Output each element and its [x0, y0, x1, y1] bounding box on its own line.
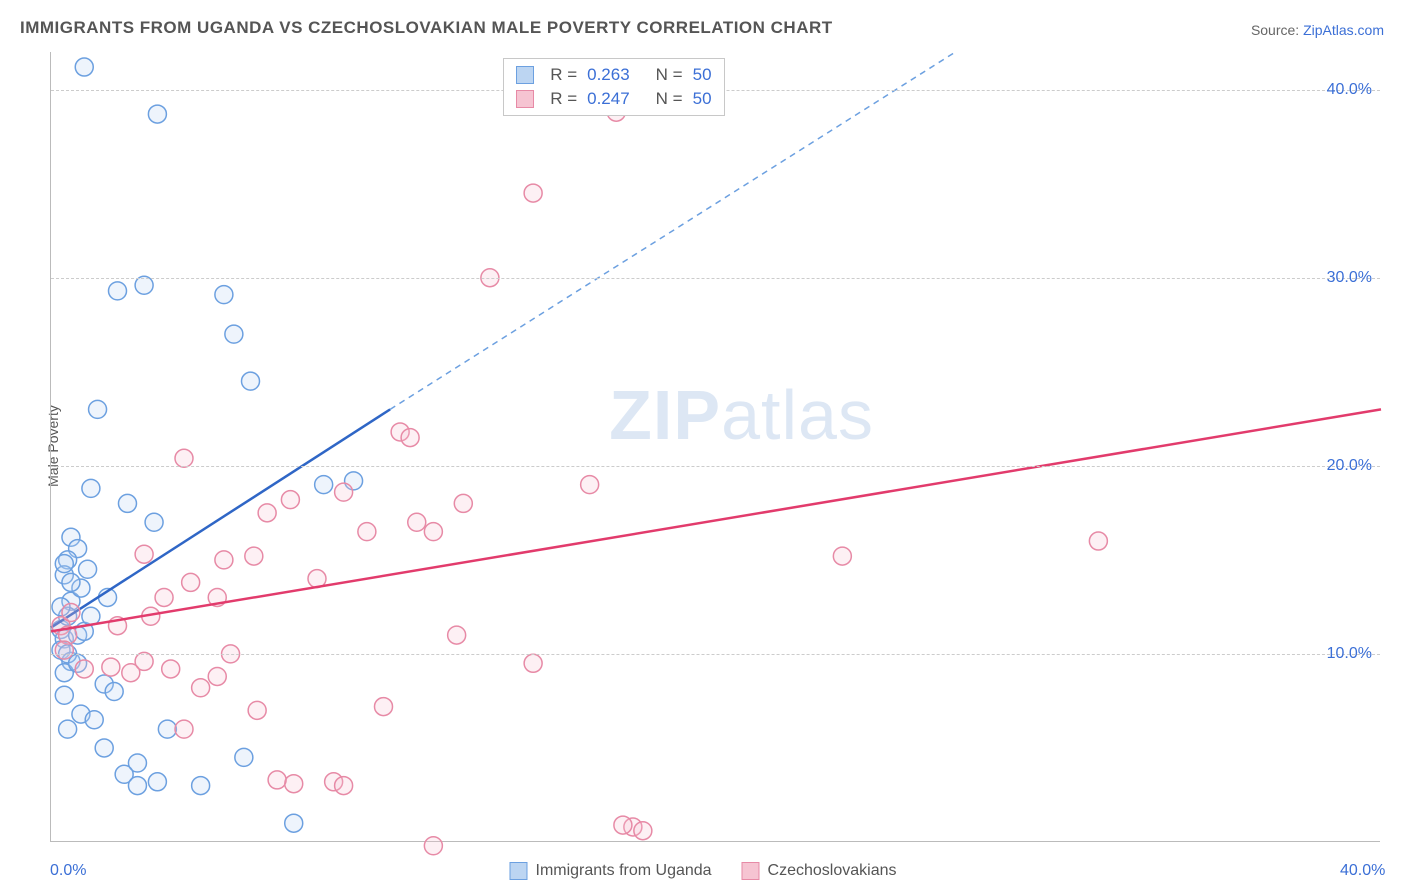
scatter-point — [315, 476, 333, 494]
r-label: R = — [550, 89, 577, 109]
scatter-point — [79, 560, 97, 578]
legend-row: R = 0.263 N = 50 — [516, 63, 711, 87]
scatter-point — [55, 641, 73, 659]
legend-row: R = 0.247 N = 50 — [516, 87, 711, 111]
scatter-point — [408, 513, 426, 531]
scatter-point — [285, 814, 303, 832]
scatter-point — [135, 276, 153, 294]
r-value: 0.263 — [587, 65, 630, 85]
scatter-point — [89, 400, 107, 418]
n-value: 50 — [693, 89, 712, 109]
swatch-icon — [516, 90, 534, 108]
scatter-point — [85, 711, 103, 729]
scatter-point — [581, 476, 599, 494]
scatter-point — [145, 513, 163, 531]
chart-title: IMMIGRANTS FROM UGANDA VS CZECHOSLOVAKIA… — [20, 18, 833, 38]
scatter-point — [62, 573, 80, 591]
chart-plot-area: ZIPatlas R =0.263N =50R =0.247N =50 10.0… — [50, 52, 1380, 842]
source-link[interactable]: ZipAtlas.com — [1303, 22, 1384, 38]
scatter-point — [128, 777, 146, 795]
scatter-point — [162, 660, 180, 678]
scatter-point — [225, 325, 243, 343]
scatter-point — [358, 523, 376, 541]
scatter-point — [245, 547, 263, 565]
scatter-point — [59, 720, 77, 738]
scatter-point — [75, 58, 93, 76]
legend-item: Immigrants from Uganda — [509, 862, 711, 880]
scatter-point — [192, 777, 210, 795]
scatter-point — [242, 372, 260, 390]
x-tick-label: 40.0% — [1340, 862, 1385, 880]
r-label: R = — [550, 65, 577, 85]
scatter-point — [524, 184, 542, 202]
scatter-point — [215, 286, 233, 304]
scatter-point — [375, 698, 393, 716]
r-value: 0.247 — [587, 89, 630, 109]
scatter-point — [55, 686, 73, 704]
gridline — [51, 278, 1380, 279]
scatter-point — [192, 679, 210, 697]
scatter-point — [401, 429, 419, 447]
scatter-point — [248, 701, 266, 719]
x-tick-label: 0.0% — [50, 862, 86, 880]
scatter-point — [95, 739, 113, 757]
scatter-point — [208, 667, 226, 685]
scatter-point — [148, 773, 166, 791]
scatter-point — [155, 588, 173, 606]
legend-item: Czechoslovakians — [742, 862, 897, 880]
scatter-point — [75, 660, 93, 678]
scatter-point — [524, 654, 542, 672]
y-tick-label: 30.0% — [1327, 269, 1372, 287]
source-attribution: Source: ZipAtlas.com — [1251, 22, 1384, 38]
scatter-point — [135, 652, 153, 670]
gridline — [51, 654, 1380, 655]
scatter-point — [82, 479, 100, 497]
scatter-point — [62, 604, 80, 622]
scatter-point — [158, 720, 176, 738]
scatter-point — [634, 822, 652, 840]
series-legend: Immigrants from Uganda Czechoslovakians — [509, 862, 896, 880]
chart-svg — [51, 52, 1380, 841]
scatter-point — [182, 573, 200, 591]
n-label: N = — [656, 65, 683, 85]
legend-label: Czechoslovakians — [768, 862, 897, 880]
swatch-icon — [516, 66, 534, 84]
swatch-icon — [742, 862, 760, 880]
scatter-point — [135, 545, 153, 563]
scatter-point — [285, 775, 303, 793]
scatter-point — [335, 483, 353, 501]
scatter-point — [1089, 532, 1107, 550]
scatter-point — [105, 683, 123, 701]
scatter-point — [175, 449, 193, 467]
scatter-point — [175, 720, 193, 738]
scatter-point — [614, 816, 632, 834]
scatter-point — [424, 523, 442, 541]
scatter-point — [448, 626, 466, 644]
scatter-point — [102, 658, 120, 676]
scatter-point — [454, 494, 472, 512]
scatter-point — [281, 491, 299, 509]
scatter-point — [258, 504, 276, 522]
scatter-point — [235, 748, 253, 766]
n-value: 50 — [693, 65, 712, 85]
y-tick-label: 40.0% — [1327, 81, 1372, 99]
y-tick-label: 10.0% — [1327, 645, 1372, 663]
y-tick-label: 20.0% — [1327, 457, 1372, 475]
scatter-point — [424, 837, 442, 855]
legend-label: Immigrants from Uganda — [535, 862, 711, 880]
source-prefix: Source: — [1251, 22, 1303, 38]
scatter-point — [215, 551, 233, 569]
scatter-point — [109, 282, 127, 300]
n-label: N = — [656, 89, 683, 109]
gridline — [51, 466, 1380, 467]
scatter-point — [55, 555, 73, 573]
scatter-point — [148, 105, 166, 123]
scatter-point — [118, 494, 136, 512]
correlation-legend: R = 0.263 N = 50 R = 0.247 N = 50 — [503, 58, 724, 116]
trend-line — [51, 409, 1381, 631]
swatch-icon — [509, 862, 527, 880]
scatter-point — [268, 771, 286, 789]
scatter-point — [833, 547, 851, 565]
scatter-point — [335, 777, 353, 795]
